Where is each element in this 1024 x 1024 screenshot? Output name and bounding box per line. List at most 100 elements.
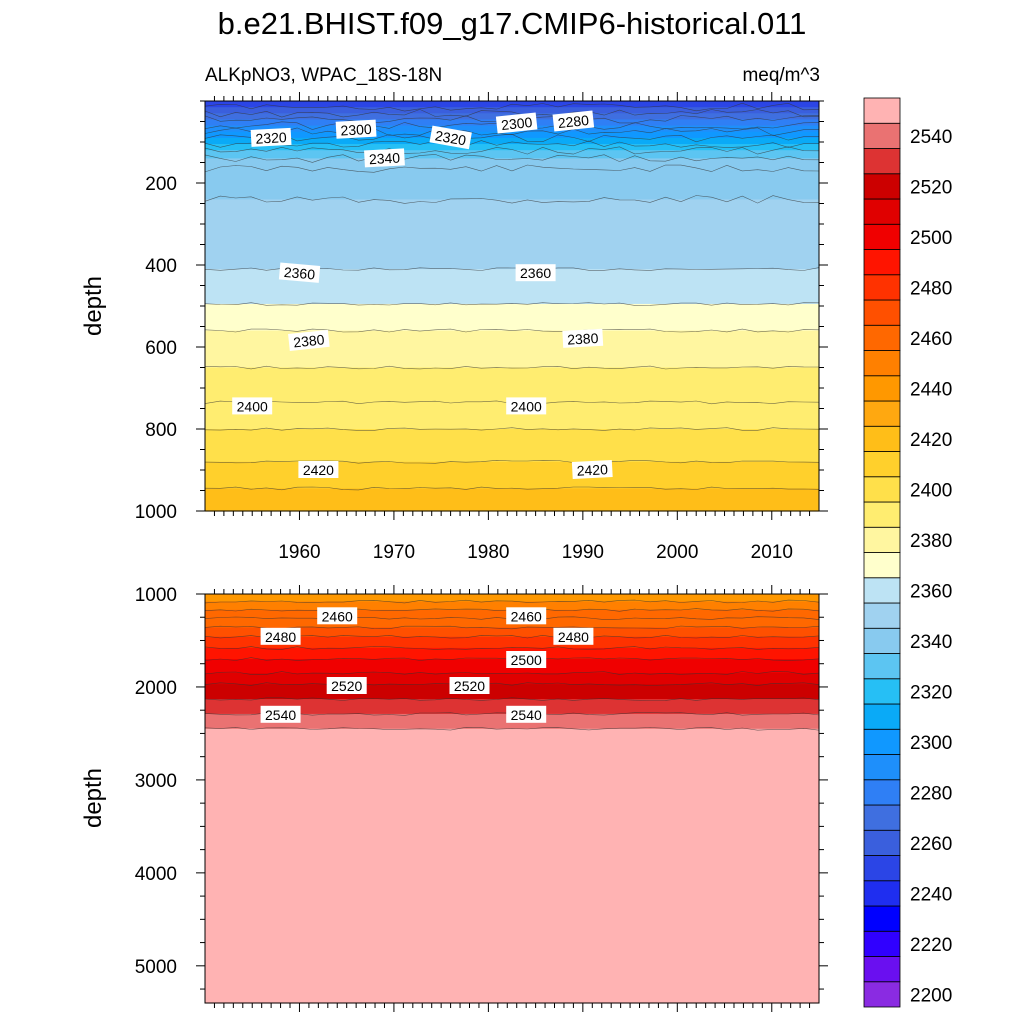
contour-band-2525 [205, 684, 819, 700]
colorbar-swatch-2200 [863, 981, 901, 1008]
colorbar-swatch-2370 [863, 552, 901, 579]
upper-contour-bands [205, 101, 819, 512]
contour-label-box [449, 677, 490, 694]
contour-band-2355 [205, 199, 819, 270]
colorbar-swatch-2290 [863, 754, 901, 781]
colorbar-swatch-2330 [863, 653, 901, 680]
contour-label: 2320 [429, 125, 472, 150]
colorbar-swatch-2360 [863, 577, 901, 604]
colorbar-swatch-2310 [863, 703, 901, 730]
colorbar-swatch-2460 [863, 324, 901, 351]
colorbar-swatch-2300 [863, 728, 901, 755]
colorbar-label: 2300 [910, 733, 952, 754]
colorbar-swatch-2450 [863, 350, 901, 377]
contour-band-2475 [205, 627, 819, 638]
contour-label-text: 2520 [331, 678, 362, 694]
y-tick-label: 400 [145, 256, 177, 277]
contour-label: 2520 [449, 677, 490, 694]
colorbar-swatch-2520 [863, 173, 901, 200]
contour-line [204, 726, 820, 731]
colorbar-swatch-2440 [863, 375, 901, 402]
upper-contour-labels: 2320 2300 2340 2320 2300 2280 2360 2360 2380 2380… [232, 110, 613, 480]
contour-label: 2420 [571, 459, 613, 480]
contour-label-text: 2380 [293, 331, 326, 350]
contour-line [204, 427, 820, 431]
colorbar-swatch-2420 [863, 425, 901, 452]
contour-band-2340 [205, 158, 819, 170]
contour-line [204, 154, 820, 163]
contour-label: 2360 [515, 264, 556, 282]
y-tick-label: 5000 [135, 957, 177, 978]
contour-label-text: 2340 [369, 150, 401, 168]
colorbar-swatch-2410 [863, 451, 901, 478]
contour-label-box [506, 651, 547, 668]
colorbar-label: 2500 [910, 228, 952, 249]
contour-line [204, 599, 820, 604]
contour-label-text: 2360 [520, 265, 551, 281]
contour-label: 2540 [506, 705, 547, 723]
contour-line [204, 146, 820, 155]
contour-band-2485 [205, 636, 819, 649]
contour-label: 2360 [278, 262, 321, 283]
contour-line [204, 365, 820, 370]
lower-y-axis-label: depth [80, 768, 107, 828]
colorbar-swatch-2260 [863, 829, 901, 856]
contour-label-text: 2540 [265, 707, 296, 723]
x-tick-label: 1990 [562, 542, 604, 563]
contour-label: 2300 [335, 119, 377, 139]
colorbar-label: 2400 [910, 480, 952, 501]
contour-band-2320 [205, 144, 819, 151]
contour-line [204, 109, 820, 118]
contour-label-text: 2320 [255, 129, 287, 147]
y-tick-label: 800 [145, 420, 177, 441]
lower-plot-frame [204, 593, 820, 1004]
colorbar-swatch-2240 [863, 880, 901, 907]
contour-label-text: 2300 [340, 121, 372, 139]
contour-label-text: 2380 [567, 330, 599, 348]
colorbar-label: 2340 [910, 632, 952, 653]
contour-label-box [515, 264, 556, 282]
contour-line [204, 328, 820, 333]
colorbar-swatch-2320 [863, 678, 901, 705]
lower-contour-labels: 2460 2460 2480 2480 2500 2520 2520 2540 2540 [260, 607, 594, 723]
subtitle-variable-region: ALKpNO3, WPAC_18S-18N [205, 65, 442, 86]
contour-band-2310 [205, 137, 819, 145]
x-tick-label: 2000 [656, 542, 698, 563]
contour-label-box [326, 677, 367, 694]
contour-label-text: 2480 [558, 629, 589, 645]
contour-line [204, 102, 820, 112]
colorbar-swatch-2480 [863, 274, 901, 301]
chart-title: b.e21.BHIST.f09_g17.CMIP6-historical.011 [218, 6, 807, 41]
contour-label-box [429, 125, 472, 150]
y-tick-label: 1000 [135, 585, 177, 606]
contour-line [204, 646, 820, 650]
contour-band-2555 [205, 728, 819, 1004]
contour-label: 2480 [260, 627, 301, 645]
contour-label-box [571, 459, 613, 480]
contour-line [204, 133, 819, 143]
colorbar-label: 2220 [910, 935, 952, 956]
y-tick-label: 2000 [135, 678, 177, 699]
x-tick-label: 2010 [751, 542, 793, 563]
contour-label: 2520 [326, 677, 367, 694]
contour-label-text: 2280 [557, 112, 590, 131]
contour-label-box [298, 461, 339, 478]
contour-label-text: 2320 [434, 127, 468, 148]
contour-label-box [495, 112, 538, 134]
x-tick-label: 1970 [373, 542, 415, 563]
lower-contour-lines [204, 599, 820, 731]
contour-label: 2540 [260, 705, 301, 723]
upper-panel: 2320 2300 2340 2320 2300 2280 2360 2360 2380 2380… [80, 92, 828, 563]
contour-band-2375 [205, 303, 819, 332]
lower-panel: 2460 2460 2480 2480 2500 2520 2520 2540 2540 100… [80, 585, 828, 1012]
contour-label-box [553, 627, 594, 645]
contour-line [204, 682, 820, 686]
colorbar-label: 2280 [910, 783, 952, 804]
contour-band-2445 [205, 594, 819, 603]
contour-label: 2340 [364, 148, 405, 168]
contour-label-text: 2400 [237, 398, 268, 414]
contour-label-box [317, 607, 358, 625]
colorbar-label: 2320 [910, 682, 952, 703]
subtitle-units: meq/m^3 [742, 65, 820, 86]
contour-label-text: 2360 [283, 264, 316, 283]
